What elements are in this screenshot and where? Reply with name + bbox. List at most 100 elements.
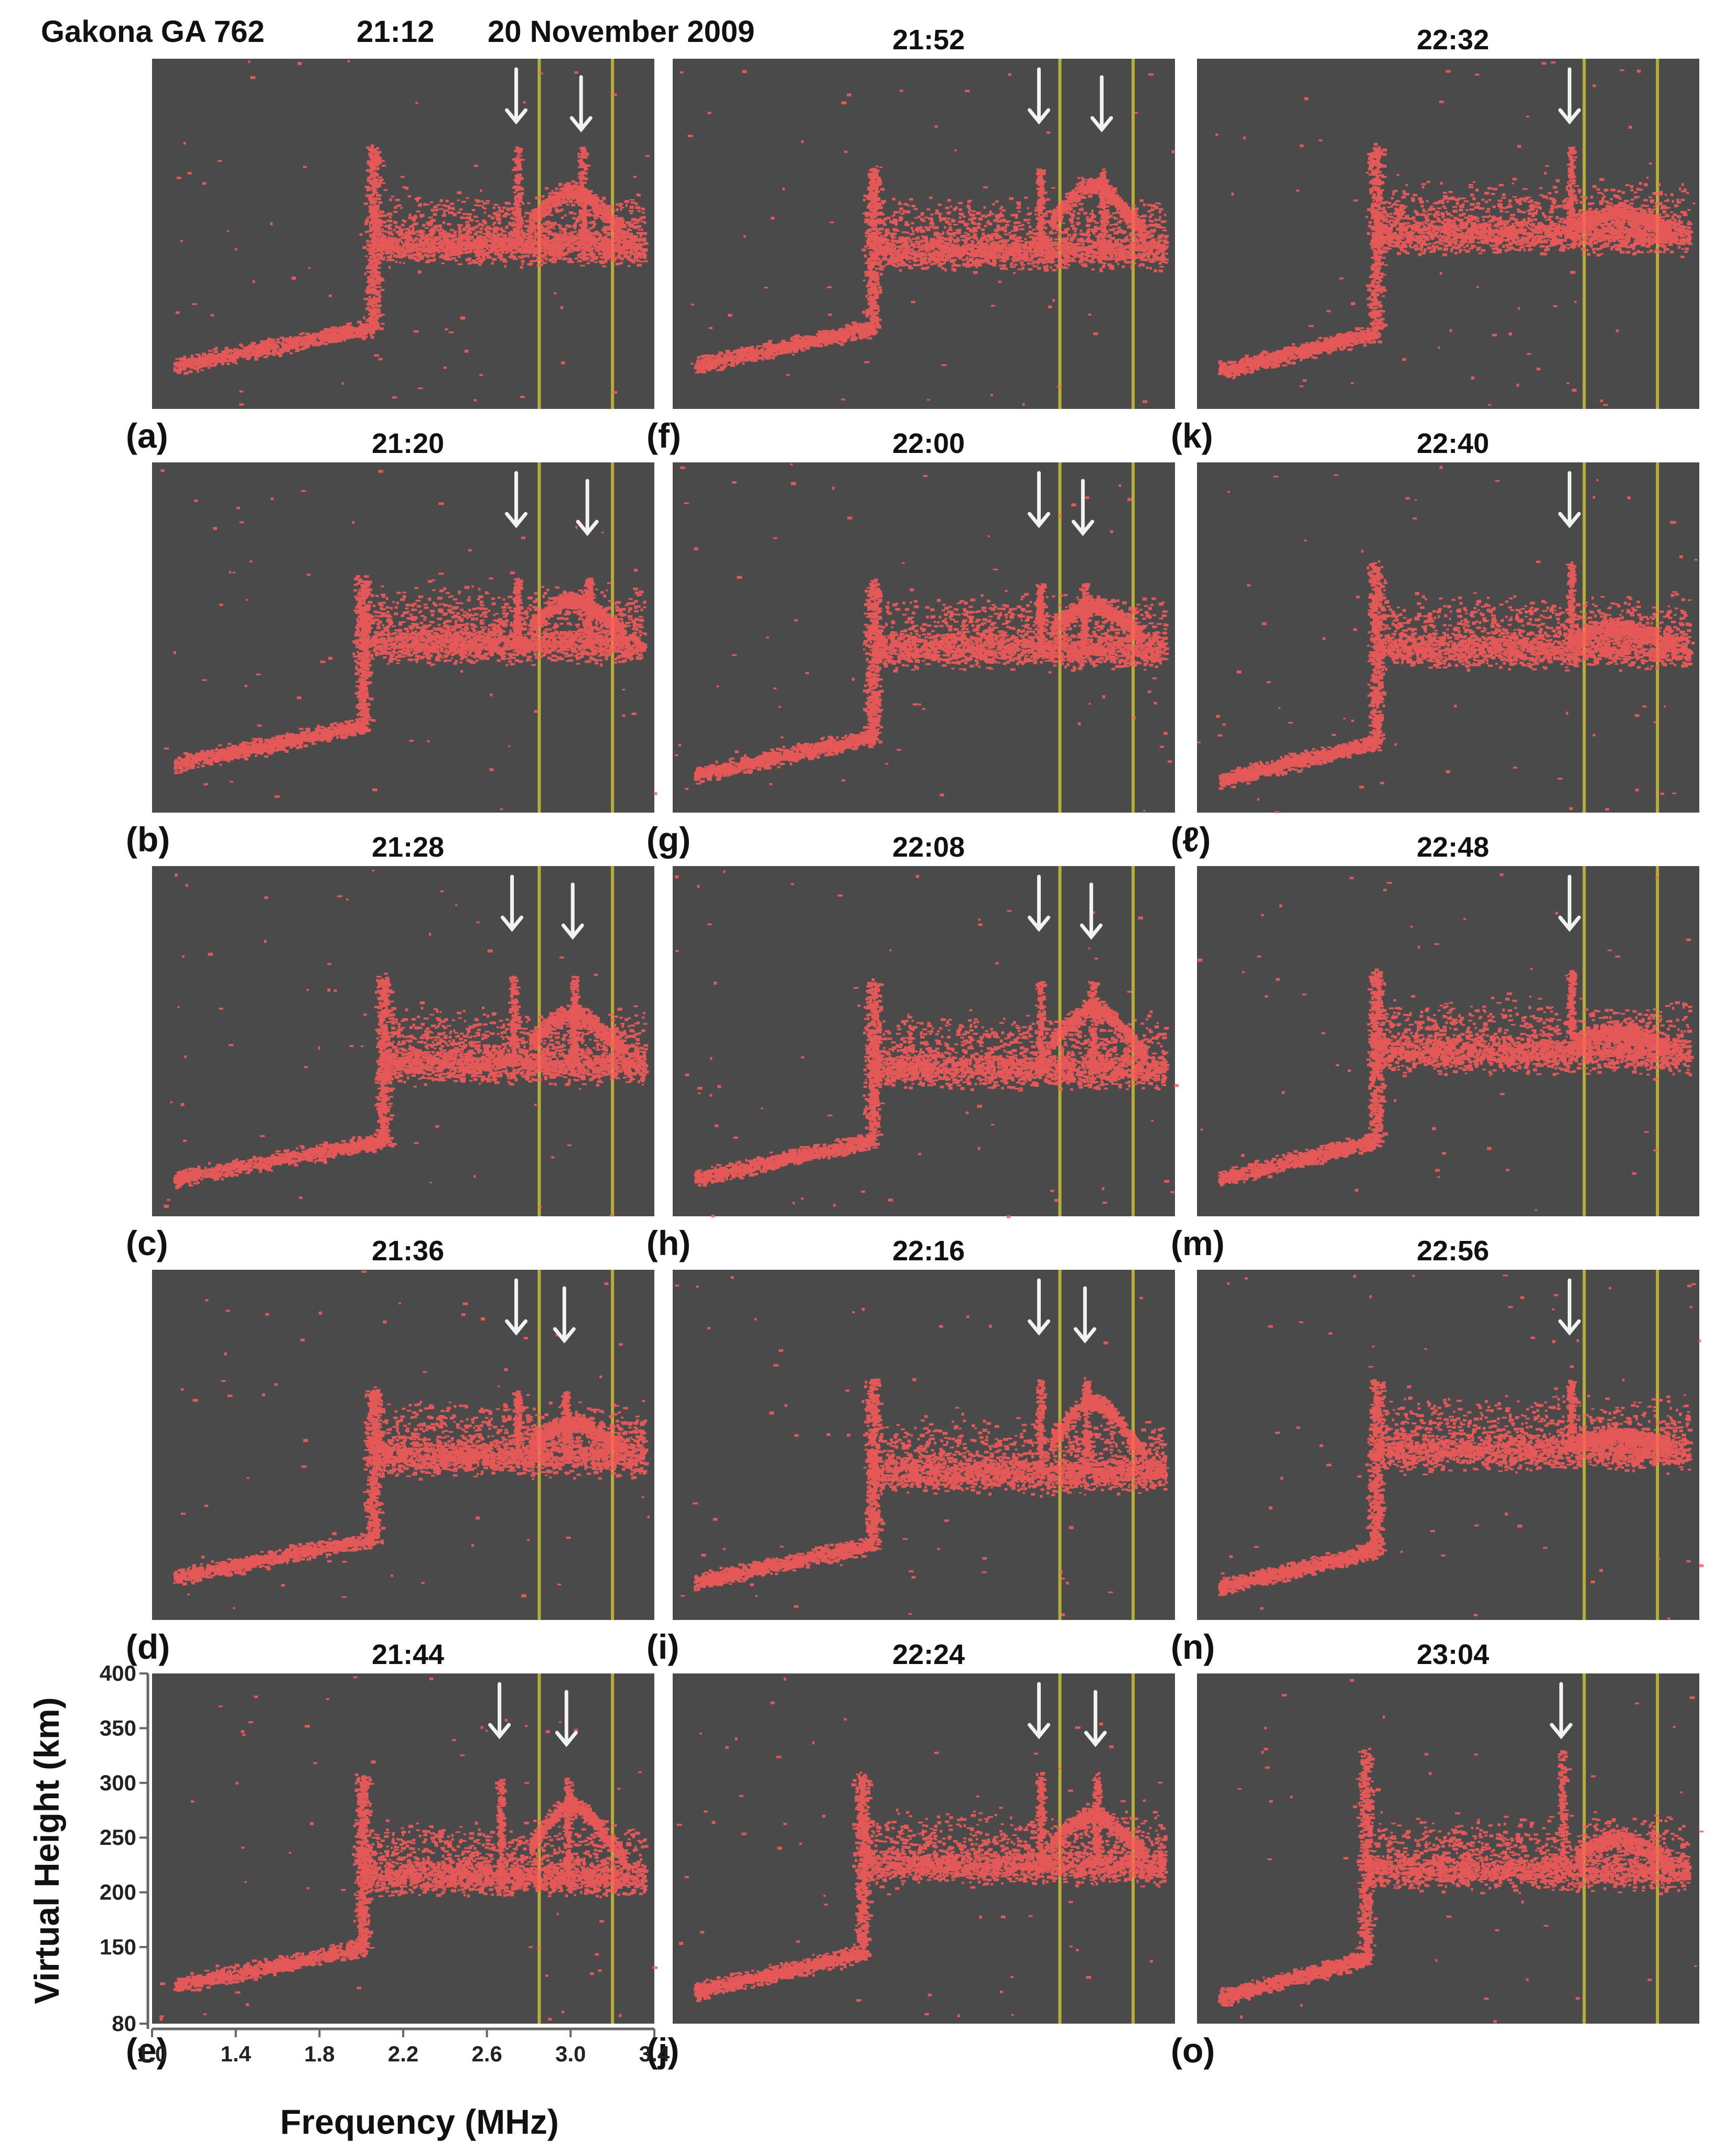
time-label-g: 22:00 (892, 428, 965, 459)
time-label-j: 22:24 (892, 1639, 965, 1670)
panel-background (673, 866, 1175, 1216)
ionogram-panel-d (152, 1270, 654, 1620)
echo-trace (1215, 61, 1696, 406)
echo-points (676, 1677, 1168, 2018)
x-tick-label: 2.2 (388, 2041, 418, 2066)
arrow-1 (505, 1278, 528, 1336)
time-label-c: 21:28 (372, 831, 444, 863)
echo-points (160, 469, 657, 811)
echo-trace (680, 70, 1174, 406)
station-label: Gakona GA 762 (41, 15, 265, 49)
panel-label-m: (m) (1171, 1224, 1225, 1262)
ionogram-panel-i (673, 1270, 1175, 1620)
echo-trace (173, 1270, 650, 1609)
arrow-1 (1558, 1278, 1581, 1336)
panel-label-o: (o) (1171, 2031, 1215, 2070)
panel-label-n: (n) (1171, 1627, 1215, 1666)
y-tick-label: 250 (100, 1825, 136, 1850)
ionogram-panel-f (673, 59, 1175, 409)
date-label: 20 November 2009 (488, 15, 754, 49)
x-tick-label: 2.6 (471, 2041, 502, 2066)
y-tick-label: 200 (100, 1880, 136, 1905)
ionogram-panel-h (673, 866, 1179, 1218)
time-label-h: 22:08 (892, 831, 965, 863)
echo-trace (1197, 466, 1698, 814)
ionogram-panel-g (673, 462, 1175, 813)
echo-trace (675, 1276, 1169, 1616)
arrow-1 (1028, 1278, 1051, 1336)
y-tick-label: 80 (112, 2011, 136, 2036)
arrow-1 (501, 874, 524, 932)
y-tick-label: 300 (100, 1770, 136, 1795)
ionogram-panel-m (1197, 866, 1699, 1216)
arrow-1 (1028, 67, 1051, 125)
ionogram-panel-o (1197, 1673, 1704, 2024)
arrow-1 (505, 471, 528, 528)
arrow-2 (1080, 882, 1103, 940)
panel-label-f: (f) (646, 416, 681, 455)
echo-points (1197, 873, 1694, 1211)
time-label-f: 21:52 (892, 24, 965, 56)
x-axis-label: Frequency (MHz) (280, 2102, 559, 2141)
panel-background (673, 1270, 1175, 1620)
arrow-1 (505, 67, 528, 125)
echo-trace (1217, 1679, 1704, 2023)
y-axis-label: Virtual Height (km) (27, 1697, 66, 2004)
ionogram-panel-j (673, 1673, 1175, 2024)
x-tick-label: 1.8 (304, 2041, 335, 2066)
echo-trace (173, 60, 650, 406)
panel-grid: (a) (b) 21:20 (c) 21:28 (d) 21:36 (e) 21:44 (f) 21… (126, 24, 1704, 2070)
panel-background (1197, 1673, 1699, 2024)
arrow-1 (1558, 874, 1581, 932)
x-tick-label: 3.4 (639, 2041, 670, 2066)
arrow-2 (1071, 479, 1094, 536)
time-label-d: 21:36 (372, 1235, 444, 1267)
ionogram-panel-l (1197, 462, 1699, 814)
y-tick-label: 150 (100, 1935, 136, 1959)
x-tick-label: 1.0 (137, 2041, 167, 2066)
panel-label-k: (k) (1171, 416, 1213, 455)
arrow-1 (488, 1682, 511, 1740)
echo-points (1215, 61, 1696, 406)
arrow-1 (1028, 1682, 1051, 1740)
panel-label-i: (i) (646, 1627, 679, 1666)
panel-label-c: (c) (126, 1224, 168, 1262)
time-label-n: 22:56 (1417, 1235, 1489, 1267)
arrow-2 (569, 75, 592, 133)
arrow-1 (1028, 471, 1051, 528)
echo-points (1217, 1679, 1704, 2023)
arrow-2 (576, 479, 599, 536)
first-time-label: 21:12 (357, 15, 434, 49)
time-label-k: 22:32 (1417, 24, 1489, 56)
echo-trace (159, 1676, 658, 2021)
panel-label-l: (ℓ) (1171, 820, 1211, 859)
arrow-1 (1550, 1682, 1573, 1740)
arrow-1 (1028, 874, 1051, 932)
echo-points (675, 870, 1179, 1218)
axes-layer: Frequency (MHz) Virtual Height (km) 1.0 1… (27, 1661, 670, 2141)
y-tick-label: 350 (100, 1715, 136, 1740)
x-tick-label: 3.0 (555, 2041, 586, 2066)
echo-trace (1197, 873, 1694, 1211)
time-label-m: 22:48 (1417, 831, 1489, 863)
panel-label-d: (d) (126, 1627, 170, 1666)
echo-points (675, 463, 1172, 812)
ionogram-panel-c (152, 866, 654, 1217)
echo-trace (1218, 1274, 1704, 1620)
arrow-2 (1084, 1690, 1107, 1747)
echo-points (680, 70, 1174, 406)
arrow-1 (1558, 67, 1581, 125)
y-tick-label: 400 (100, 1661, 136, 1686)
panel-label-j: (j) (646, 2031, 679, 2070)
echo-trace (676, 1677, 1168, 2018)
echo-points (159, 1676, 658, 2021)
panel-label-h: (h) (646, 1224, 691, 1262)
panel-label-b: (b) (126, 820, 170, 859)
echo-points (1218, 1274, 1704, 1620)
time-label-e: 21:44 (372, 1639, 444, 1670)
time-label-o: 23:04 (1417, 1639, 1489, 1670)
ionogram-panel-e (152, 1673, 658, 2024)
arrow-1 (1558, 471, 1581, 528)
panel-e-axes: 1.0 1.4 1.8 2.2 2.6 3.0 3.4 80 150 200 250 300 350 40… (100, 1661, 670, 2066)
arrow-2 (555, 1690, 578, 1747)
